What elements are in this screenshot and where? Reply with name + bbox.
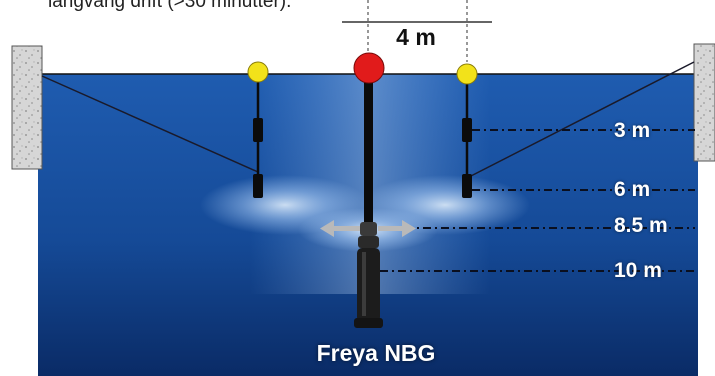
left-wall	[11, 45, 43, 170]
hydrophone-right-upper	[462, 118, 472, 142]
arrow-left	[320, 220, 360, 237]
side-buoy-left	[247, 61, 269, 83]
mooring-line-left	[41, 75, 259, 173]
caption-text: langvarig drift (>30 minutter).	[48, 0, 292, 12]
side-buoy-right	[456, 63, 478, 85]
right-wall	[693, 43, 715, 162]
mooring-line-right	[466, 61, 695, 179]
depth-label-3m: 3 m	[614, 119, 651, 142]
center-rope	[364, 80, 373, 228]
depth-label-10m: 10 m	[614, 259, 662, 282]
hydrophone-left-upper	[253, 118, 263, 142]
device-label: Freya NBG	[316, 340, 436, 366]
hydrophone-right-lower	[462, 174, 472, 198]
depth-label-6m: 6 m	[614, 178, 651, 201]
depth-label-8-5m: 8.5 m	[614, 214, 668, 237]
center-buoy	[353, 52, 385, 84]
hydrophone-left-lower	[253, 174, 263, 198]
freya-nbg-device	[354, 222, 383, 328]
spacing-label: 4 m	[396, 24, 436, 50]
arrow-right	[378, 220, 416, 237]
